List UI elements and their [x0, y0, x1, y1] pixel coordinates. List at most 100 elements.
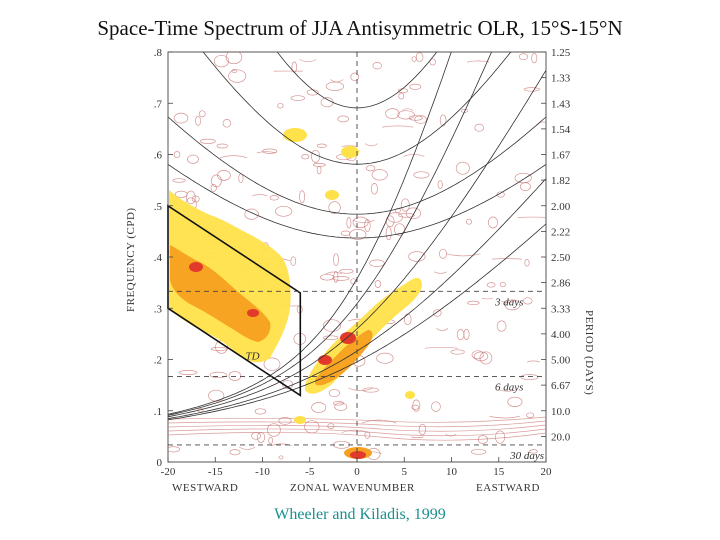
contour-line — [489, 416, 520, 419]
contour-blob — [371, 169, 388, 181]
page-title: Space-Time Spectrum of JJA Antisymmetric… — [97, 16, 623, 40]
contour-blob — [439, 114, 447, 127]
period-tick-label: 3.33 — [551, 303, 571, 315]
x-tick-label: -5 — [305, 466, 315, 478]
contour-blob — [328, 201, 341, 214]
contour-blob — [199, 138, 216, 144]
contour-line — [446, 253, 481, 257]
contour-blob — [228, 371, 242, 381]
mrg-curve — [168, 70, 546, 418]
period-tick-label: 1.67 — [551, 150, 571, 162]
contour-blob — [299, 190, 306, 204]
contour-blob — [495, 430, 506, 444]
x-tick-label: -10 — [255, 466, 270, 478]
contour-line — [299, 59, 317, 63]
x-tick-label: 5 — [402, 466, 408, 478]
contour-blob — [262, 148, 278, 154]
contour-blob — [278, 417, 292, 425]
x-eastward-label: EASTWARD — [476, 482, 540, 494]
contour-blob — [374, 280, 382, 288]
spectrum-chart: TD 3 days 6 days 30 days 0 .1 .2 .3 .4 .5 .6 .7 .8… — [125, 47, 595, 494]
contour-blob — [216, 143, 228, 149]
wig-curve — [276, 52, 358, 109]
contour-blob — [409, 83, 422, 90]
eig-curve — [357, 52, 512, 165]
eig-curve — [356, 52, 438, 109]
contour-blob — [369, 259, 385, 267]
contour-blob — [455, 161, 470, 175]
contour-line — [424, 346, 458, 349]
x-westward-label: WESTWARD — [172, 482, 238, 494]
contour-blob — [290, 256, 297, 267]
contour-blob — [311, 402, 327, 413]
lowfreq-contour — [168, 420, 546, 428]
contour-blob — [269, 195, 279, 201]
contour-blob — [408, 115, 423, 121]
contour-blob — [520, 374, 539, 381]
spectrum-figure: TD 3 days 6 days 30 days 0 .1 .2 .3 .4 .5 .6 .7 .8… — [120, 40, 600, 500]
contour-blob — [470, 448, 487, 455]
patch-2 — [341, 146, 359, 158]
contour-line — [219, 155, 248, 159]
contour-blob — [333, 271, 339, 283]
contour-blob — [340, 230, 351, 236]
contour-line — [364, 143, 378, 147]
contour-blob — [168, 446, 181, 453]
contour-blob — [322, 335, 339, 340]
period-tick-label: 1.43 — [551, 98, 571, 110]
contour-blob — [514, 172, 532, 184]
patch-5 — [405, 391, 415, 399]
mrg-curve — [168, 52, 493, 416]
contour-blob — [211, 174, 222, 188]
period-tick-label: 2.50 — [551, 252, 571, 264]
patch-1 — [283, 128, 307, 142]
contour-blob — [277, 102, 284, 109]
contour-blob — [191, 195, 200, 203]
contour-blob — [268, 436, 274, 445]
period-tick-label: 1.25 — [551, 47, 571, 59]
contour-blob — [526, 412, 535, 418]
mrg-curve — [168, 52, 452, 415]
contour-blob — [333, 253, 339, 266]
contour-blob — [394, 207, 401, 214]
wig-curve — [168, 116, 357, 215]
wig-curve — [202, 52, 357, 165]
contour-blob — [339, 268, 354, 274]
contour-blob — [486, 282, 496, 288]
contour-blob — [333, 401, 344, 406]
y-tick-label: .3 — [154, 303, 163, 315]
lowfreq-contour — [168, 432, 546, 441]
wig-curve — [353, 52, 357, 53]
contour-blob — [187, 154, 199, 164]
contour-line — [256, 151, 277, 154]
td-box — [167, 204, 302, 397]
contour-blob — [479, 351, 493, 365]
contour-blob — [365, 165, 376, 172]
contour-line — [239, 446, 256, 450]
period-tick-label: 1.82 — [551, 175, 570, 187]
contour-blob — [210, 183, 217, 192]
period-tick-label: 1.33 — [551, 73, 571, 85]
y-tick-label: .2 — [154, 355, 162, 367]
contour-blob — [225, 52, 243, 65]
contour-blob — [523, 297, 533, 305]
x-tick-label: 10 — [446, 466, 458, 478]
contour-blob — [413, 171, 430, 179]
contour-blob — [529, 449, 538, 454]
eig-curve — [357, 116, 546, 215]
y-tick-label: .1 — [154, 406, 162, 418]
contour-blob — [524, 259, 530, 267]
x-tick-label: -20 — [161, 466, 176, 478]
contour-blob — [499, 281, 506, 288]
contour-line — [491, 258, 522, 260]
x-tick-label: 20 — [541, 466, 553, 478]
patch-4 — [294, 416, 306, 424]
contour-blob — [178, 370, 198, 375]
contour-blob — [195, 116, 202, 126]
patch-3 — [325, 190, 339, 200]
contour-blob — [334, 402, 348, 411]
contour-blob — [244, 208, 259, 220]
contour-blob — [332, 276, 350, 281]
lowfreq-peak-red — [350, 451, 366, 459]
period-ref-label: 3 days — [494, 296, 523, 308]
